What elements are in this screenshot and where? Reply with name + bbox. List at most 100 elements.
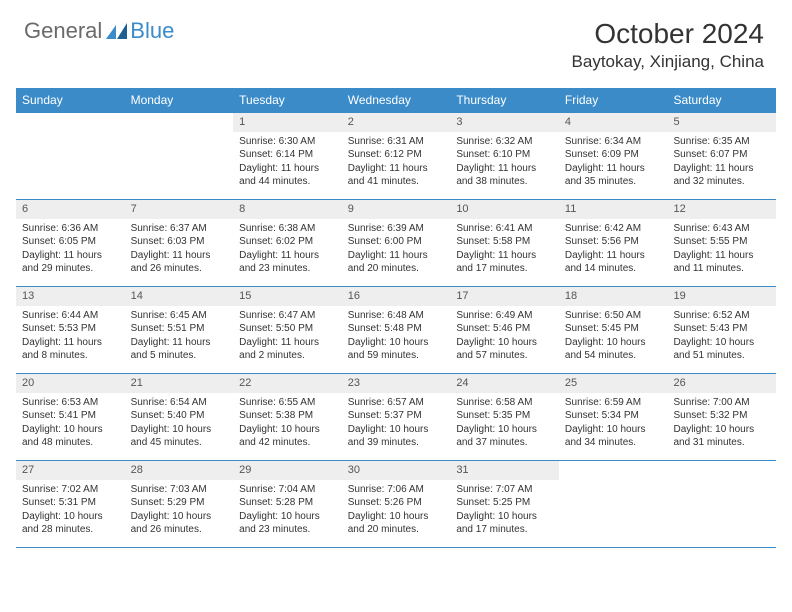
day-number: 19 [667, 287, 776, 306]
daylight-line: Daylight: 11 hours and 20 minutes. [348, 249, 445, 276]
cell-body: Sunrise: 6:39 AMSunset: 6:00 PMDaylight:… [342, 219, 451, 280]
cell-body: Sunrise: 7:00 AMSunset: 5:32 PMDaylight:… [667, 393, 776, 454]
daylight-line: Daylight: 10 hours and 54 minutes. [565, 336, 662, 363]
cell-body: Sunrise: 6:59 AMSunset: 5:34 PMDaylight:… [559, 393, 668, 454]
day-number: 15 [233, 287, 342, 306]
sunset-line: Sunset: 5:34 PM [565, 409, 662, 423]
cell-body: Sunrise: 6:43 AMSunset: 5:55 PMDaylight:… [667, 219, 776, 280]
daylight-line: Daylight: 11 hours and 35 minutes. [565, 162, 662, 189]
day-header-monday: Monday [125, 88, 234, 112]
calendar-cell: 30Sunrise: 7:06 AMSunset: 5:26 PMDayligh… [342, 461, 451, 547]
cell-body: Sunrise: 6:55 AMSunset: 5:38 PMDaylight:… [233, 393, 342, 454]
daylight-line: Daylight: 11 hours and 26 minutes. [131, 249, 228, 276]
daylight-line: Daylight: 10 hours and 42 minutes. [239, 423, 336, 450]
cell-body: Sunrise: 6:30 AMSunset: 6:14 PMDaylight:… [233, 132, 342, 193]
calendar-grid: SundayMondayTuesdayWednesdayThursdayFrid… [16, 88, 776, 548]
sunset-line: Sunset: 5:28 PM [239, 496, 336, 510]
week-row: 13Sunrise: 6:44 AMSunset: 5:53 PMDayligh… [16, 286, 776, 373]
calendar-cell: 29Sunrise: 7:04 AMSunset: 5:28 PMDayligh… [233, 461, 342, 547]
cell-body: Sunrise: 6:54 AMSunset: 5:40 PMDaylight:… [125, 393, 234, 454]
daylight-line: Daylight: 10 hours and 34 minutes. [565, 423, 662, 450]
sunrise-line: Sunrise: 6:44 AM [22, 309, 119, 323]
daylight-line: Daylight: 11 hours and 44 minutes. [239, 162, 336, 189]
logo-text-general: General [24, 18, 102, 44]
sunset-line: Sunset: 5:35 PM [456, 409, 553, 423]
calendar-cell: 21Sunrise: 6:54 AMSunset: 5:40 PMDayligh… [125, 374, 234, 460]
sunrise-line: Sunrise: 6:32 AM [456, 135, 553, 149]
sunset-line: Sunset: 5:55 PM [673, 235, 770, 249]
sunset-line: Sunset: 5:38 PM [239, 409, 336, 423]
calendar-cell: 12Sunrise: 6:43 AMSunset: 5:55 PMDayligh… [667, 200, 776, 286]
day-number: 14 [125, 287, 234, 306]
sunrise-line: Sunrise: 6:35 AM [673, 135, 770, 149]
calendar-cell: 3Sunrise: 6:32 AMSunset: 6:10 PMDaylight… [450, 113, 559, 199]
cell-body: Sunrise: 6:36 AMSunset: 6:05 PMDaylight:… [16, 219, 125, 280]
sunset-line: Sunset: 6:09 PM [565, 148, 662, 162]
sunrise-line: Sunrise: 7:02 AM [22, 483, 119, 497]
sunrise-line: Sunrise: 6:41 AM [456, 222, 553, 236]
daylight-line: Daylight: 11 hours and 5 minutes. [131, 336, 228, 363]
calendar-cell: 4 Sunrise: 6:34 AMSunset: 6:09 PMDaylight… [559, 113, 668, 199]
daylight-line: Daylight: 11 hours and 41 minutes. [348, 162, 445, 189]
cell-body: Sunrise: 7:03 AMSunset: 5:29 PMDaylight:… [125, 480, 234, 541]
calendar-cell: 7Sunrise: 6:37 AMSunset: 6:03 PMDaylight… [125, 200, 234, 286]
day-number: 17 [450, 287, 559, 306]
day-number: 5 [667, 113, 776, 132]
calendar-cell [559, 461, 668, 547]
month-title: October 2024 [572, 18, 764, 50]
cell-body: Sunrise: 6:44 AMSunset: 5:53 PMDaylight:… [16, 306, 125, 367]
calendar-cell: 10Sunrise: 6:41 AMSunset: 5:58 PMDayligh… [450, 200, 559, 286]
sunset-line: Sunset: 5:46 PM [456, 322, 553, 336]
day-header-saturday: Saturday [667, 88, 776, 112]
logo-sail-icon [106, 23, 128, 39]
daylight-line: Daylight: 11 hours and 8 minutes. [22, 336, 119, 363]
sunrise-line: Sunrise: 6:48 AM [348, 309, 445, 323]
daylight-line: Daylight: 10 hours and 31 minutes. [673, 423, 770, 450]
sunset-line: Sunset: 5:29 PM [131, 496, 228, 510]
cell-body: Sunrise: 6:50 AMSunset: 5:45 PMDaylight:… [559, 306, 668, 367]
page-header: General Blue October 2024 Baytokay, Xinj… [0, 0, 792, 80]
daylight-line: Daylight: 10 hours and 39 minutes. [348, 423, 445, 450]
day-number: 16 [342, 287, 451, 306]
calendar-cell: 2Sunrise: 6:31 AMSunset: 6:12 PMDaylight… [342, 113, 451, 199]
sunrise-line: Sunrise: 6:30 AM [239, 135, 336, 149]
calendar-cell: 23Sunrise: 6:57 AMSunset: 5:37 PMDayligh… [342, 374, 451, 460]
title-block: October 2024 Baytokay, Xinjiang, China [572, 18, 764, 72]
calendar-cell: 5 Sunrise: 6:35 AMSunset: 6:07 PMDaylight… [667, 113, 776, 199]
calendar-cell: 11Sunrise: 6:42 AMSunset: 5:56 PMDayligh… [559, 200, 668, 286]
sunset-line: Sunset: 6:07 PM [673, 148, 770, 162]
day-number: 29 [233, 461, 342, 480]
cell-body: Sunrise: 6:32 AMSunset: 6:10 PMDaylight:… [450, 132, 559, 193]
calendar-cell: 28Sunrise: 7:03 AMSunset: 5:29 PMDayligh… [125, 461, 234, 547]
sunrise-line: Sunrise: 6:34 AM [565, 135, 662, 149]
day-number: 26 [667, 374, 776, 393]
daylight-line: Daylight: 11 hours and 29 minutes. [22, 249, 119, 276]
sunset-line: Sunset: 6:00 PM [348, 235, 445, 249]
sunset-line: Sunset: 5:40 PM [131, 409, 228, 423]
day-number: 4 [559, 113, 668, 132]
day-number: 8 [233, 200, 342, 219]
daylight-line: Daylight: 11 hours and 17 minutes. [456, 249, 553, 276]
calendar-cell: 18Sunrise: 6:50 AMSunset: 5:45 PMDayligh… [559, 287, 668, 373]
cell-body: Sunrise: 6:41 AMSunset: 5:58 PMDaylight:… [450, 219, 559, 280]
day-header-sunday: Sunday [16, 88, 125, 112]
daylight-line: Daylight: 11 hours and 32 minutes. [673, 162, 770, 189]
calendar-cell: 22Sunrise: 6:55 AMSunset: 5:38 PMDayligh… [233, 374, 342, 460]
sunrise-line: Sunrise: 6:54 AM [131, 396, 228, 410]
sunrise-line: Sunrise: 6:49 AM [456, 309, 553, 323]
sunrise-line: Sunrise: 6:36 AM [22, 222, 119, 236]
calendar-cell: 17Sunrise: 6:49 AMSunset: 5:46 PMDayligh… [450, 287, 559, 373]
sunrise-line: Sunrise: 6:50 AM [565, 309, 662, 323]
sunrise-line: Sunrise: 7:04 AM [239, 483, 336, 497]
calendar-cell [667, 461, 776, 547]
day-header-tuesday: Tuesday [233, 88, 342, 112]
daylight-line: Daylight: 10 hours and 51 minutes. [673, 336, 770, 363]
cell-body: Sunrise: 6:31 AMSunset: 6:12 PMDaylight:… [342, 132, 451, 193]
daylight-line: Daylight: 10 hours and 45 minutes. [131, 423, 228, 450]
calendar-cell: 8Sunrise: 6:38 AMSunset: 6:02 PMDaylight… [233, 200, 342, 286]
day-header-thursday: Thursday [450, 88, 559, 112]
day-number: 1 [233, 113, 342, 132]
day-header-friday: Friday [559, 88, 668, 112]
cell-body: Sunrise: 7:06 AMSunset: 5:26 PMDaylight:… [342, 480, 451, 541]
sunrise-line: Sunrise: 6:47 AM [239, 309, 336, 323]
